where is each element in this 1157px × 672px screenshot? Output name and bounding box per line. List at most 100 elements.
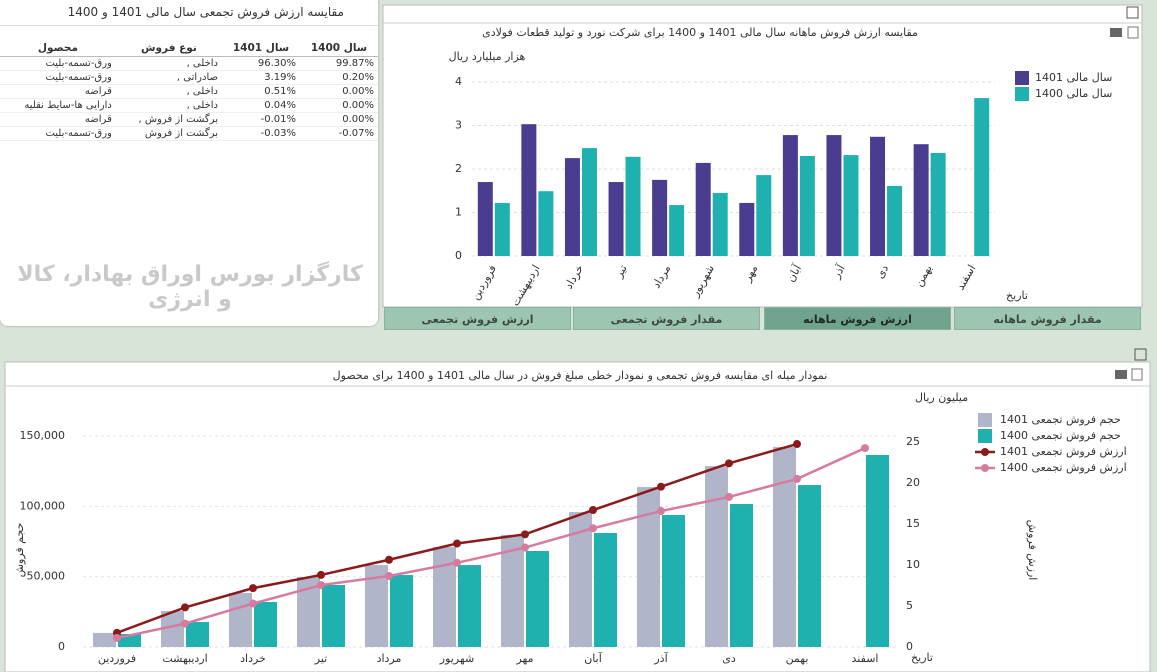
table-cell: 96.30% xyxy=(221,56,300,71)
table-cell: -0.07% xyxy=(299,126,378,141)
bar xyxy=(866,454,889,647)
table-title: مقایسه ارزش فروش تجمعی سال مالی 1401 و 1… xyxy=(0,0,378,26)
bar xyxy=(662,515,685,647)
table-cell: قراضه xyxy=(0,112,116,127)
y2-axis-label: ارزش فروش xyxy=(1026,520,1039,581)
table-cell: قراضه xyxy=(0,84,116,99)
bar xyxy=(433,547,456,647)
bar xyxy=(637,487,660,647)
table-row: قراضه برگشت از فروش , -0.01% 0.00% xyxy=(0,112,378,127)
bar xyxy=(93,632,116,647)
bar xyxy=(581,148,597,256)
legend-label: حجم فروش تجمعی 1400 xyxy=(1000,429,1121,442)
tab[interactable]: مقدار فروش تجمعی xyxy=(573,307,760,330)
bar xyxy=(930,152,946,256)
bar xyxy=(521,124,537,256)
line-point xyxy=(793,440,801,449)
print-icon[interactable] xyxy=(1115,370,1127,379)
line-point xyxy=(385,555,393,564)
y2-tick-label: 15 xyxy=(906,517,920,530)
x-tick-label: دی xyxy=(722,652,736,665)
y-axis-label: حجم فروش xyxy=(13,523,26,578)
line-point xyxy=(657,507,665,516)
y2-tick-label: 5 xyxy=(906,599,913,612)
table-cell: ورق-تسمه-بلیت xyxy=(0,56,116,71)
line-point xyxy=(725,492,733,501)
line-point xyxy=(589,524,597,533)
bar xyxy=(695,162,711,256)
x-tick-label: آبان xyxy=(584,651,602,665)
x-tick-label: بهمن xyxy=(786,652,809,665)
line-point xyxy=(861,444,869,453)
bar xyxy=(782,135,798,256)
maximize-icon[interactable] xyxy=(1126,6,1139,19)
table-cell: 3.19% xyxy=(221,70,300,85)
table-cell: 0.20% xyxy=(299,70,378,85)
y-tick-label: 4 xyxy=(455,75,462,88)
tab[interactable]: ارزش فروش ماهانه xyxy=(764,307,951,330)
x-tick-label: اردیبهشت xyxy=(162,652,207,665)
bar xyxy=(843,155,859,256)
bar xyxy=(229,593,252,647)
print-icon[interactable] xyxy=(1110,28,1122,37)
line-point xyxy=(385,571,393,580)
y-tick-label: 0 xyxy=(58,640,65,653)
maximize-icon[interactable] xyxy=(1134,348,1147,361)
line-point xyxy=(453,558,461,567)
legend-swatch xyxy=(978,429,992,443)
x-tick-label: تیر xyxy=(314,652,327,665)
tab[interactable]: مقدار فروش ماهانه xyxy=(954,307,1141,330)
table-row: قراضه داخلی , 0.51% 0.00% xyxy=(0,84,378,99)
bar xyxy=(798,485,821,647)
line-point xyxy=(453,539,461,548)
line-point xyxy=(657,482,665,491)
header-row: محصول نوع فروش سال 1401 سال 1400 xyxy=(0,40,378,57)
x-tick-label: اسفند xyxy=(852,652,879,665)
line-point xyxy=(181,619,189,628)
line-point xyxy=(793,474,801,483)
line-point xyxy=(521,543,529,552)
bar xyxy=(625,156,641,256)
bar xyxy=(756,175,772,256)
x-axis-label: تاریخ xyxy=(1006,289,1028,302)
legend-label: ارزش فروش تجمعی 1401 xyxy=(1000,445,1127,458)
bar xyxy=(826,135,842,256)
legend-label: حجم فروش تجمعی 1401 xyxy=(1000,413,1121,426)
bar xyxy=(739,202,755,256)
table-row: ورق-تسمه-بلیت برگشت از فروش -0.03% -0.07% xyxy=(0,126,378,141)
watermark: کارگزار بورس اوراق بهادار، کالا و انرژی xyxy=(17,262,363,312)
bar xyxy=(887,185,903,256)
table-body: ورق-تسمه-بلیت داخلی , 96.30% 99.87% ورق-تسمه… xyxy=(0,56,378,141)
legend-label: ارزش فروش تجمعی 1400 xyxy=(1000,461,1127,474)
table-row: دارایی ها-سایط نقلیه داخلی , 0.04% 0.00% xyxy=(0,98,378,113)
line-point xyxy=(317,570,325,579)
bar xyxy=(458,565,481,647)
y-tick-label: 3 xyxy=(455,119,462,132)
y2-tick-label: 25 xyxy=(906,435,920,448)
legend-swatch xyxy=(978,413,992,427)
table-cell: ورق-تسمه-بلیت xyxy=(0,70,116,85)
line-point xyxy=(317,581,325,590)
bar xyxy=(730,504,753,647)
bar xyxy=(365,565,388,647)
tab[interactable]: ارزش فروش تجمعی xyxy=(384,307,571,330)
legend-swatch xyxy=(981,448,989,456)
bar xyxy=(712,192,728,256)
y-tick-label: 100,000 xyxy=(20,499,66,512)
x-tick-label: شهریور xyxy=(439,652,474,665)
bar xyxy=(705,466,728,647)
bar xyxy=(870,136,886,256)
monthly-panel xyxy=(382,4,1143,308)
bar xyxy=(669,205,685,256)
table-cell: داخلی , xyxy=(115,98,222,113)
export-icon[interactable] xyxy=(1127,26,1139,39)
table-cell: ورق-تسمه-بلیت xyxy=(0,126,116,141)
chart-title: نمودار میله ای مقایسه فروش تجمعی و نمودا… xyxy=(333,369,828,382)
chart-title: مقایسه ارزش فروش ماهانه سال مالی 1401 و … xyxy=(482,26,918,39)
y-tick-label: 50,000 xyxy=(27,570,66,583)
export-icon[interactable] xyxy=(1131,368,1143,381)
line-point xyxy=(181,603,189,612)
bar xyxy=(569,512,592,647)
table-panel: مقایسه ارزش فروش تجمعی سال مالی 1401 و 1… xyxy=(0,0,378,326)
